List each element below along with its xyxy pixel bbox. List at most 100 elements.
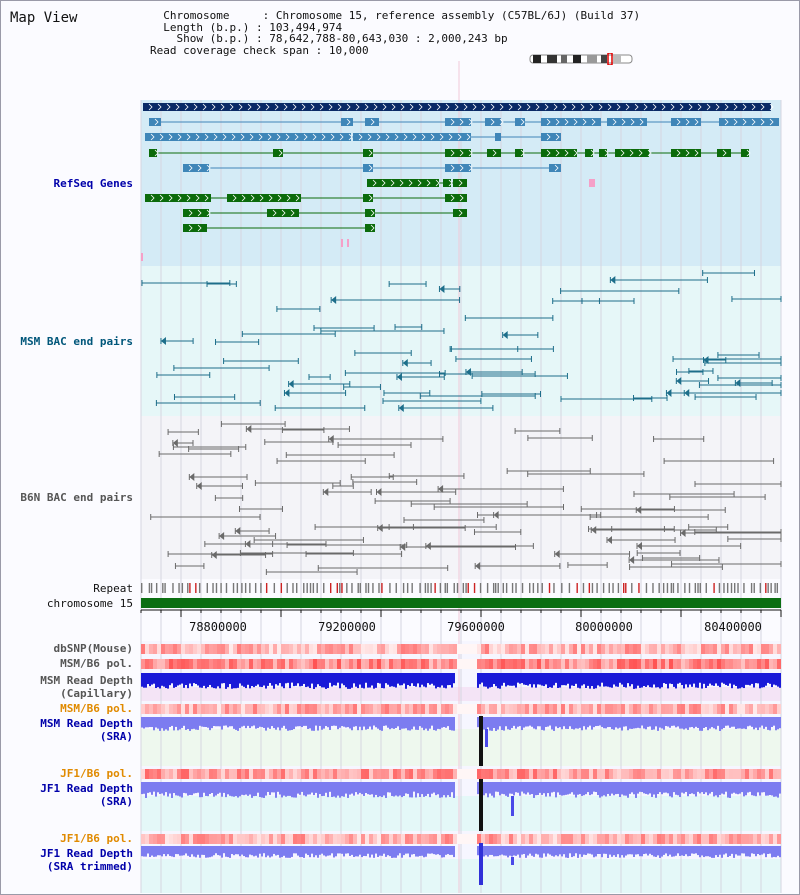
track-label-msm-depth-sra[interactable]: MSM Read Depth (SRA) xyxy=(40,717,133,743)
read-depth-bar xyxy=(553,717,555,731)
polymorphism-cell xyxy=(221,644,225,654)
gene-exon xyxy=(541,133,561,141)
read-depth-bar xyxy=(285,673,287,684)
read-depth-bar xyxy=(181,717,183,728)
read-depth-bar xyxy=(239,846,241,857)
read-depth-bar xyxy=(325,846,327,857)
read-depth-bar xyxy=(777,673,779,687)
repeat-element xyxy=(424,583,427,593)
read-depth-bar xyxy=(243,782,245,796)
read-depth-bar xyxy=(423,673,425,687)
read-depth-bar xyxy=(245,673,247,689)
polymorphism-cell xyxy=(361,644,365,654)
gene-strand-arrow xyxy=(520,118,525,126)
polymorphism-cell xyxy=(389,644,393,654)
read-depth-bar xyxy=(317,846,319,858)
read-depth-bar xyxy=(599,673,601,687)
read-depth-bar xyxy=(341,846,343,854)
read-depth-bar xyxy=(389,846,391,857)
polymorphism-cell xyxy=(377,769,381,779)
ideogram-band xyxy=(613,55,621,63)
polymorphism-cell xyxy=(765,704,769,714)
polymorphism-cell xyxy=(681,704,685,714)
repeat-element xyxy=(312,583,315,593)
read-depth-bar xyxy=(229,717,231,727)
read-depth-bar xyxy=(627,782,629,798)
read-depth-bar xyxy=(415,846,417,857)
polymorphism-cell xyxy=(693,659,697,669)
read-depth-bar xyxy=(511,673,513,686)
track-label-repeat[interactable]: Repeat xyxy=(93,582,133,595)
bac-end-triangle xyxy=(323,488,329,496)
track-label-refseq[interactable]: RefSeq Genes xyxy=(53,177,133,190)
track-label-msm-bac[interactable]: MSM BAC end pairs xyxy=(20,335,133,348)
read-depth-bar xyxy=(297,782,299,794)
read-depth-bar xyxy=(199,717,201,726)
polymorphism-cell xyxy=(313,659,317,669)
read-depth-bar xyxy=(253,846,255,857)
polymorphism-cell xyxy=(749,659,753,669)
read-depth-bar xyxy=(447,782,449,796)
read-depth-bar xyxy=(149,846,151,858)
polymorphism-cell xyxy=(149,834,153,844)
polymorphism-cell xyxy=(449,769,453,779)
read-depth-bar xyxy=(245,782,247,795)
polymorphism-cell xyxy=(257,644,261,654)
gene-exon xyxy=(353,133,471,141)
polymorphism-cell xyxy=(665,659,669,669)
read-depth-bar xyxy=(769,782,771,796)
gene-exon xyxy=(145,133,351,141)
polymorphism-cell xyxy=(677,704,681,714)
polymorphism-cell xyxy=(453,659,457,669)
read-depth-bar xyxy=(301,717,303,728)
chromosome-ideogram[interactable] xyxy=(529,53,635,65)
polymorphism-cell xyxy=(601,834,605,844)
gene-exon xyxy=(267,209,299,217)
bac-end-triangle xyxy=(235,527,241,535)
polymorphism-cell xyxy=(753,659,757,669)
read-depth-bar xyxy=(769,846,771,854)
read-depth-bar xyxy=(637,673,639,686)
track-label-jf1-b6-pol-1[interactable]: JF1/B6 pol. xyxy=(60,767,133,780)
read-depth-bar xyxy=(587,846,589,854)
polymorphism-cell xyxy=(725,769,729,779)
track-label-jf1-depth-trimmed[interactable]: JF1 Read Depth (SRA trimmed) xyxy=(40,847,133,873)
polymorphism-cell xyxy=(769,644,773,654)
track-label-msm-depth-capillary[interactable]: MSM Read Depth (Capillary) xyxy=(40,674,133,700)
polymorphism-cell xyxy=(177,659,181,669)
read-depth-bar xyxy=(279,782,281,795)
polymorphism-cell xyxy=(413,704,417,714)
track-label-msm-b6-pol-2[interactable]: MSM/B6 pol. xyxy=(60,702,133,715)
gene-strand-arrow xyxy=(286,194,291,202)
read-depth-bar xyxy=(353,717,355,727)
polymorphism-cell xyxy=(457,834,461,844)
gene-strand-arrow xyxy=(450,194,455,202)
polymorphism-cell xyxy=(577,704,581,714)
polymorphism-cell xyxy=(489,769,493,779)
read-depth-bar xyxy=(695,673,697,688)
read-depth-bar xyxy=(443,782,445,796)
read-depth-bar xyxy=(543,846,545,854)
read-depth-bar xyxy=(443,717,445,728)
read-depth-bar xyxy=(615,717,617,728)
polymorphism-cell xyxy=(453,834,457,844)
read-depth-bar xyxy=(197,846,199,855)
repeat-element xyxy=(479,583,482,593)
track-label-msm-b6-pol-1[interactable]: MSM/B6 pol. xyxy=(60,657,133,670)
read-depth-bar xyxy=(289,717,291,731)
read-depth-bar xyxy=(583,717,585,727)
track-label-jf1-depth-sra[interactable]: JF1 Read Depth (SRA) xyxy=(40,782,133,808)
read-depth-bar xyxy=(759,782,761,796)
gene-strand-arrow xyxy=(742,103,747,111)
read-depth-bar xyxy=(431,846,433,854)
read-depth-bar xyxy=(699,673,701,683)
track-label-b6n-bac[interactable]: B6N BAC end pairs xyxy=(20,491,133,504)
track-label-jf1-b6-pol-2[interactable]: JF1/B6 pol. xyxy=(60,832,133,845)
read-depth-bar xyxy=(313,782,315,796)
polymorphism-cell xyxy=(385,834,389,844)
track-label-dbsnp[interactable]: dbSNP(Mouse) xyxy=(53,642,133,655)
polymorphism-cell xyxy=(541,769,545,779)
read-depth-bar xyxy=(595,717,597,727)
read-depth-bar xyxy=(441,782,443,798)
